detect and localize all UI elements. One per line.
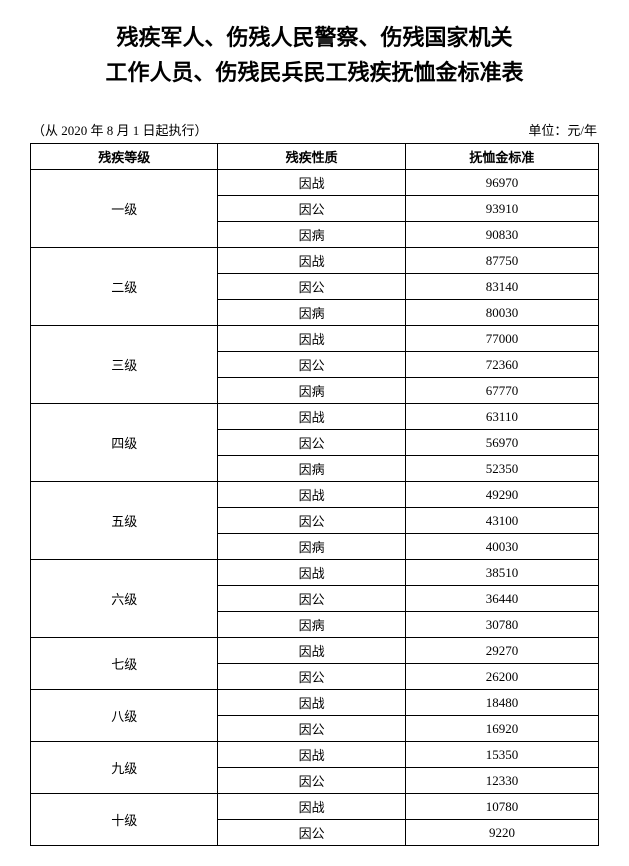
cell-amount: 87750 (405, 248, 598, 274)
cell-amount: 72360 (405, 352, 598, 378)
table-row: 一级因战96970 (31, 170, 599, 196)
cell-amount: 30780 (405, 612, 598, 638)
cell-amount: 18480 (405, 690, 598, 716)
cell-amount: 96970 (405, 170, 598, 196)
cell-amount: 52350 (405, 456, 598, 482)
cell-amount: 43100 (405, 508, 598, 534)
cell-level: 一级 (31, 170, 218, 248)
col-header-amount: 抚恤金标准 (405, 144, 598, 170)
cell-type: 因病 (218, 534, 405, 560)
cell-level: 七级 (31, 638, 218, 690)
cell-amount: 12330 (405, 768, 598, 794)
cell-type: 因战 (218, 560, 405, 586)
table-row: 七级因战29270 (31, 638, 599, 664)
cell-amount: 93910 (405, 196, 598, 222)
cell-type: 因病 (218, 378, 405, 404)
unit-label: 单位：元/年 (528, 120, 597, 139)
cell-amount: 80030 (405, 300, 598, 326)
table-row: 八级因战18480 (31, 690, 599, 716)
cell-level: 二级 (31, 248, 218, 326)
cell-type: 因公 (218, 430, 405, 456)
cell-type: 因战 (218, 742, 405, 768)
cell-type: 因公 (218, 196, 405, 222)
cell-type: 因战 (218, 404, 405, 430)
cell-amount: 63110 (405, 404, 598, 430)
cell-amount: 56970 (405, 430, 598, 456)
cell-amount: 29270 (405, 638, 598, 664)
cell-amount: 40030 (405, 534, 598, 560)
cell-amount: 9220 (405, 820, 598, 846)
cell-type: 因战 (218, 638, 405, 664)
standards-table: 残疾等级 残疾性质 抚恤金标准 一级因战96970因公93910因病90830二… (30, 143, 599, 846)
cell-level: 六级 (31, 560, 218, 638)
cell-level: 八级 (31, 690, 218, 742)
cell-type: 因战 (218, 794, 405, 820)
cell-amount: 83140 (405, 274, 598, 300)
table-row: 三级因战77000 (31, 326, 599, 352)
cell-amount: 16920 (405, 716, 598, 742)
col-header-type: 残疾性质 (218, 144, 405, 170)
cell-type: 因战 (218, 482, 405, 508)
cell-amount: 49290 (405, 482, 598, 508)
table-row: 四级因战63110 (31, 404, 599, 430)
cell-amount: 26200 (405, 664, 598, 690)
cell-amount: 77000 (405, 326, 598, 352)
cell-level: 九级 (31, 742, 218, 794)
cell-amount: 67770 (405, 378, 598, 404)
cell-level: 十级 (31, 794, 218, 846)
cell-type: 因战 (218, 248, 405, 274)
cell-type: 因公 (218, 274, 405, 300)
cell-type: 因战 (218, 326, 405, 352)
cell-type: 因病 (218, 612, 405, 638)
cell-type: 因公 (218, 820, 405, 846)
cell-amount: 36440 (405, 586, 598, 612)
effective-note: （从 2020 年 8 月 1 日起执行） (32, 120, 208, 139)
cell-type: 因公 (218, 586, 405, 612)
cell-amount: 15350 (405, 742, 598, 768)
table-body: 一级因战96970因公93910因病90830二级因战87750因公83140因… (31, 170, 599, 846)
cell-type: 因战 (218, 170, 405, 196)
cell-type: 因病 (218, 222, 405, 248)
table-row: 六级因战38510 (31, 560, 599, 586)
table-row: 二级因战87750 (31, 248, 599, 274)
cell-type: 因公 (218, 716, 405, 742)
meta-row: （从 2020 年 8 月 1 日起执行） 单位：元/年 (30, 120, 599, 139)
cell-amount: 38510 (405, 560, 598, 586)
cell-amount: 10780 (405, 794, 598, 820)
cell-type: 因病 (218, 456, 405, 482)
cell-type: 因病 (218, 300, 405, 326)
cell-level: 五级 (31, 482, 218, 560)
table-row: 九级因战15350 (31, 742, 599, 768)
col-header-level: 残疾等级 (31, 144, 218, 170)
cell-type: 因战 (218, 690, 405, 716)
page-title: 残疾军人、伤残人民警察、伤残国家机关 工作人员、伤残民兵民工残疾抚恤金标准表 (30, 20, 599, 90)
title-line-1: 残疾军人、伤残人民警察、伤残国家机关 (30, 20, 599, 55)
cell-type: 因公 (218, 508, 405, 534)
cell-amount: 90830 (405, 222, 598, 248)
cell-level: 四级 (31, 404, 218, 482)
table-row: 十级因战10780 (31, 794, 599, 820)
cell-type: 因公 (218, 664, 405, 690)
table-header-row: 残疾等级 残疾性质 抚恤金标准 (31, 144, 599, 170)
cell-type: 因公 (218, 352, 405, 378)
table-row: 五级因战49290 (31, 482, 599, 508)
cell-level: 三级 (31, 326, 218, 404)
title-line-2: 工作人员、伤残民兵民工残疾抚恤金标准表 (30, 55, 599, 90)
cell-type: 因公 (218, 768, 405, 794)
